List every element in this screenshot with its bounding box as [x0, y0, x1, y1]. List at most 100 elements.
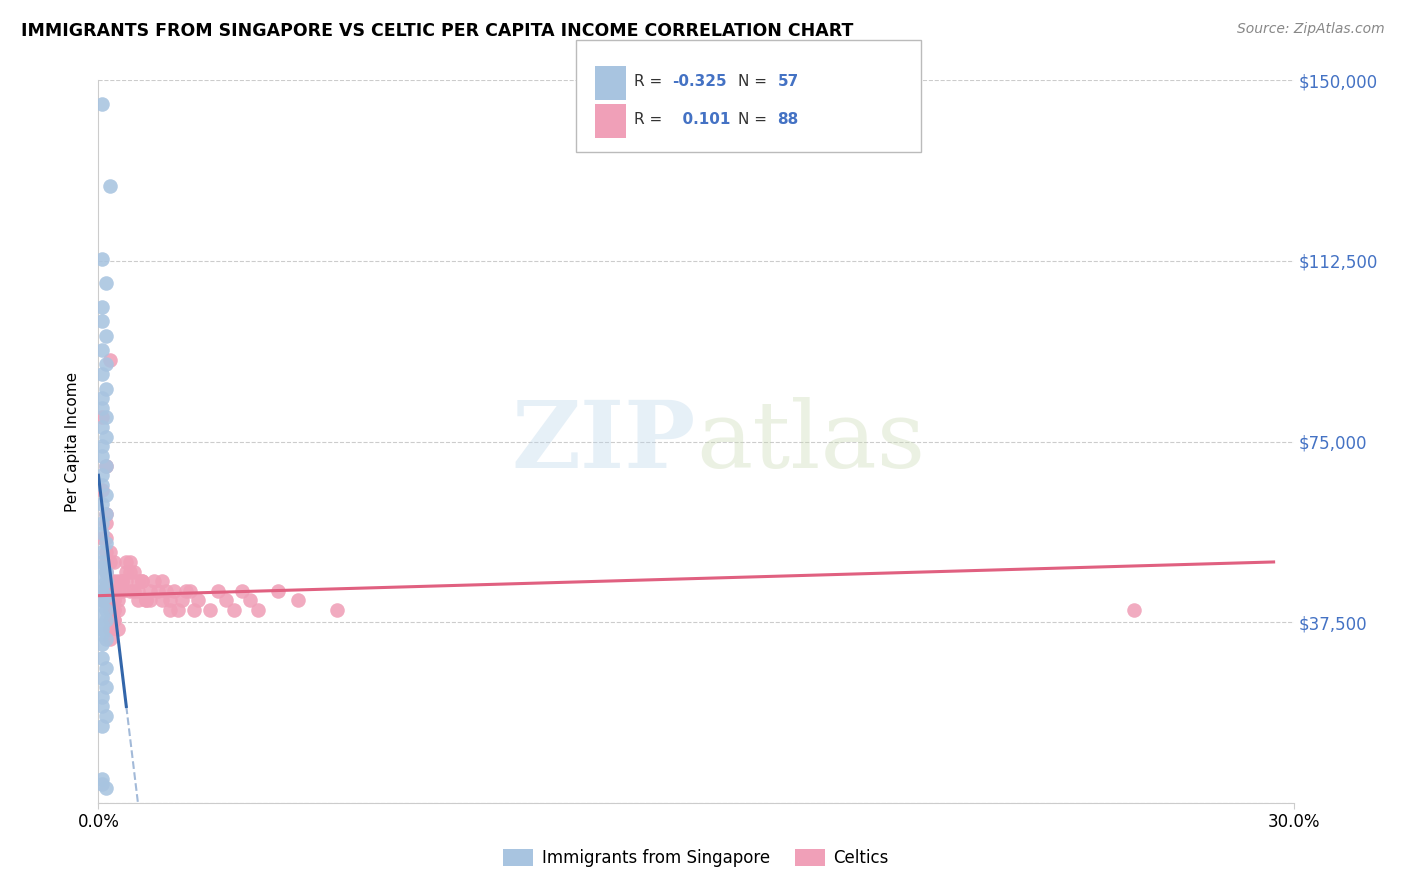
Point — [187, 593, 209, 607]
Point — [150, 574, 173, 589]
Point — [198, 603, 221, 617]
Text: R =: R = — [634, 112, 668, 128]
Point — [91, 449, 114, 463]
Point — [91, 555, 114, 569]
Point — [148, 583, 170, 598]
Point — [98, 352, 122, 367]
Point — [91, 367, 114, 381]
Point — [91, 671, 114, 685]
Point — [96, 589, 118, 603]
Point — [107, 603, 129, 617]
Point — [91, 583, 114, 598]
Point — [127, 574, 149, 589]
Point — [98, 623, 122, 637]
Point — [91, 314, 114, 328]
Point — [239, 593, 262, 607]
Point — [98, 179, 122, 194]
Point — [91, 420, 114, 434]
Point — [103, 574, 125, 589]
Point — [115, 555, 138, 569]
Point — [91, 579, 114, 593]
Point — [111, 583, 134, 598]
Point — [91, 772, 114, 786]
Point — [96, 680, 118, 694]
Point — [246, 603, 269, 617]
Point — [207, 583, 229, 598]
Point — [98, 583, 122, 598]
Point — [91, 252, 114, 266]
Point — [91, 478, 114, 492]
Point — [96, 516, 118, 531]
Point — [98, 632, 122, 646]
Point — [120, 555, 142, 569]
Point — [103, 593, 125, 607]
Point — [96, 632, 118, 646]
Point — [98, 603, 122, 617]
Point — [107, 583, 129, 598]
Text: Source: ZipAtlas.com: Source: ZipAtlas.com — [1237, 22, 1385, 37]
Text: ZIP: ZIP — [512, 397, 696, 486]
Point — [107, 574, 129, 589]
Point — [267, 583, 290, 598]
Point — [98, 574, 122, 589]
Point — [111, 574, 134, 589]
Point — [222, 603, 245, 617]
Point — [91, 623, 114, 637]
Point — [96, 565, 118, 579]
Point — [98, 593, 122, 607]
Point — [139, 583, 162, 598]
Point — [96, 276, 118, 290]
Point — [96, 430, 118, 444]
Text: R =: R = — [634, 74, 668, 89]
Point — [96, 531, 118, 545]
Point — [91, 593, 114, 607]
Point — [172, 593, 194, 607]
Point — [124, 565, 146, 579]
Point — [91, 599, 114, 613]
Point — [115, 565, 138, 579]
Point — [96, 410, 118, 425]
Point — [96, 535, 118, 549]
Y-axis label: Per Capita Income: Per Capita Income — [65, 371, 80, 512]
Point — [91, 497, 114, 511]
Point — [115, 574, 138, 589]
Point — [287, 593, 309, 607]
Point — [91, 690, 114, 704]
Point — [91, 637, 114, 651]
Point — [167, 603, 190, 617]
Point — [215, 593, 238, 607]
Text: IMMIGRANTS FROM SINGAPORE VS CELTIC PER CAPITA INCOME CORRELATION CHART: IMMIGRANTS FROM SINGAPORE VS CELTIC PER … — [21, 22, 853, 40]
Point — [98, 583, 122, 598]
Point — [96, 358, 118, 372]
Point — [96, 487, 118, 501]
Point — [103, 613, 125, 627]
Point — [96, 574, 118, 589]
Point — [127, 593, 149, 607]
Point — [96, 603, 118, 617]
Point — [103, 613, 125, 627]
Point — [96, 593, 118, 607]
Point — [111, 574, 134, 589]
Point — [135, 593, 157, 607]
Point — [96, 382, 118, 396]
Point — [91, 516, 114, 531]
Point — [91, 401, 114, 415]
Text: N =: N = — [738, 74, 772, 89]
Legend: Immigrants from Singapore, Celtics: Immigrants from Singapore, Celtics — [496, 842, 896, 874]
Point — [96, 458, 118, 473]
Point — [96, 555, 118, 569]
Point — [96, 565, 118, 579]
Text: atlas: atlas — [696, 397, 925, 486]
Point — [96, 709, 118, 723]
Point — [91, 569, 114, 583]
Point — [159, 603, 181, 617]
Point — [124, 583, 146, 598]
Point — [103, 603, 125, 617]
Point — [155, 583, 177, 598]
Point — [179, 583, 201, 598]
Point — [326, 603, 349, 617]
Point — [143, 574, 166, 589]
Point — [91, 526, 114, 541]
Point — [103, 593, 125, 607]
Point — [96, 579, 118, 593]
